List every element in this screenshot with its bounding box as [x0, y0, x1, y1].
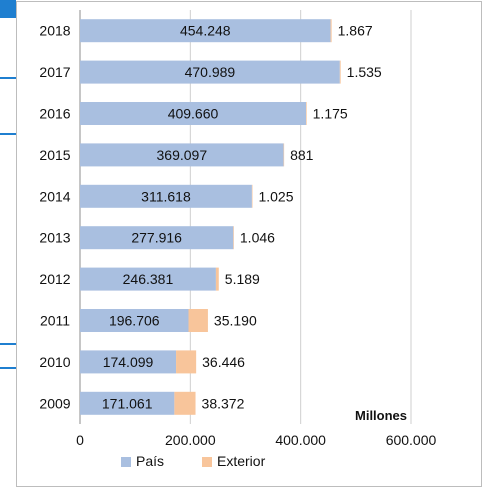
category-label: 2015: [39, 147, 70, 163]
legend-label: País: [136, 453, 164, 469]
data-label-pais: 409.660: [168, 106, 219, 122]
bar-pais: [80, 19, 331, 43]
bars: [80, 19, 341, 415]
data-label-pais: 171.061: [102, 395, 153, 411]
x-tick-label: 600.000: [386, 432, 437, 448]
x-tick-label: 0: [76, 432, 84, 448]
legend-label: Exterior: [217, 453, 266, 469]
legend-swatch: [202, 457, 212, 467]
data-labels: 454.248 1.867 470.989 1.535 409.660 1.175 369.…: [102, 23, 382, 412]
bar-exterior: [176, 350, 197, 374]
left-edge-fragments: [0, 0, 16, 369]
data-label-pais: 277.916: [131, 230, 182, 246]
data-label-exterior: 36.446: [202, 354, 245, 370]
bar-pais: [80, 391, 175, 415]
x-tick-label: 200.000: [165, 432, 216, 448]
data-label-pais: 454.248: [180, 23, 231, 39]
bar-pais: [80, 60, 340, 84]
legend-swatch: [121, 457, 131, 467]
category-label: 2011: [40, 313, 70, 329]
bar-exterior: [174, 391, 196, 415]
bar-exterior: [283, 143, 285, 167]
bar-pais: [80, 267, 216, 291]
data-label-exterior: 1.025: [258, 188, 293, 204]
bar-pais: [80, 102, 306, 125]
cropped-blue-tab: [0, 0, 16, 18]
bar-pais: [80, 309, 189, 332]
data-label-exterior: 1.867: [338, 23, 373, 39]
data-label-pais: 246.381: [123, 271, 174, 287]
bar-pais: [80, 184, 252, 208]
bar-pais: [80, 226, 234, 250]
revenue-bar-chart: 2018 2017 2016 2015 2014 2013 2012 2011 2010 2009…: [39, 10, 437, 469]
unit-label: Millones: [355, 408, 407, 423]
category-label: 2018: [39, 23, 70, 39]
bar-pais: [80, 350, 177, 374]
data-label-pais: 196.706: [109, 313, 160, 329]
data-label-exterior: 1.535: [347, 64, 382, 80]
data-label-exterior: 881: [290, 147, 314, 163]
bar-exterior: [339, 60, 341, 84]
data-label-pais: 470.989: [185, 64, 236, 80]
bar-exterior: [188, 309, 208, 332]
data-label-pais: 369.097: [157, 147, 208, 163]
data-label-exterior: 1.175: [313, 106, 348, 122]
data-label-exterior: 1.046: [240, 230, 275, 246]
data-label-pais: 311.618: [141, 188, 191, 204]
legend: País Exterior: [121, 453, 266, 469]
category-label: 2017: [39, 64, 70, 80]
bar-exterior: [330, 19, 332, 43]
data-label-exterior: 5.189: [225, 271, 260, 287]
x-axis-ticks: 0 200.000 400.000 600.000: [76, 432, 436, 448]
data-label-pais: 174.099: [103, 354, 154, 370]
bar-exterior: [215, 267, 219, 291]
chart-panel: 2018 2017 2016 2015 2014 2013 2012 2011 2010 2009…: [16, 1, 482, 487]
data-label-exterior: 38.372: [202, 395, 245, 411]
bar-exterior: [305, 102, 307, 125]
category-label: 2014: [39, 188, 70, 204]
category-label: 2009: [39, 395, 70, 411]
data-label-exterior: 35.190: [214, 313, 257, 329]
bar-exterior: [233, 226, 234, 250]
bar-exterior: [251, 184, 253, 208]
left-edge-strip: [0, 0, 16, 491]
category-label: 2012: [39, 271, 70, 287]
category-label: 2013: [39, 230, 70, 246]
category-label: 2010: [39, 354, 70, 370]
x-tick-label: 400.000: [275, 432, 326, 448]
category-labels: 2018 2017 2016 2015 2014 2013 2012 2011 2010 2009: [39, 23, 70, 412]
bar-pais: [80, 143, 284, 167]
category-label: 2016: [39, 106, 70, 122]
